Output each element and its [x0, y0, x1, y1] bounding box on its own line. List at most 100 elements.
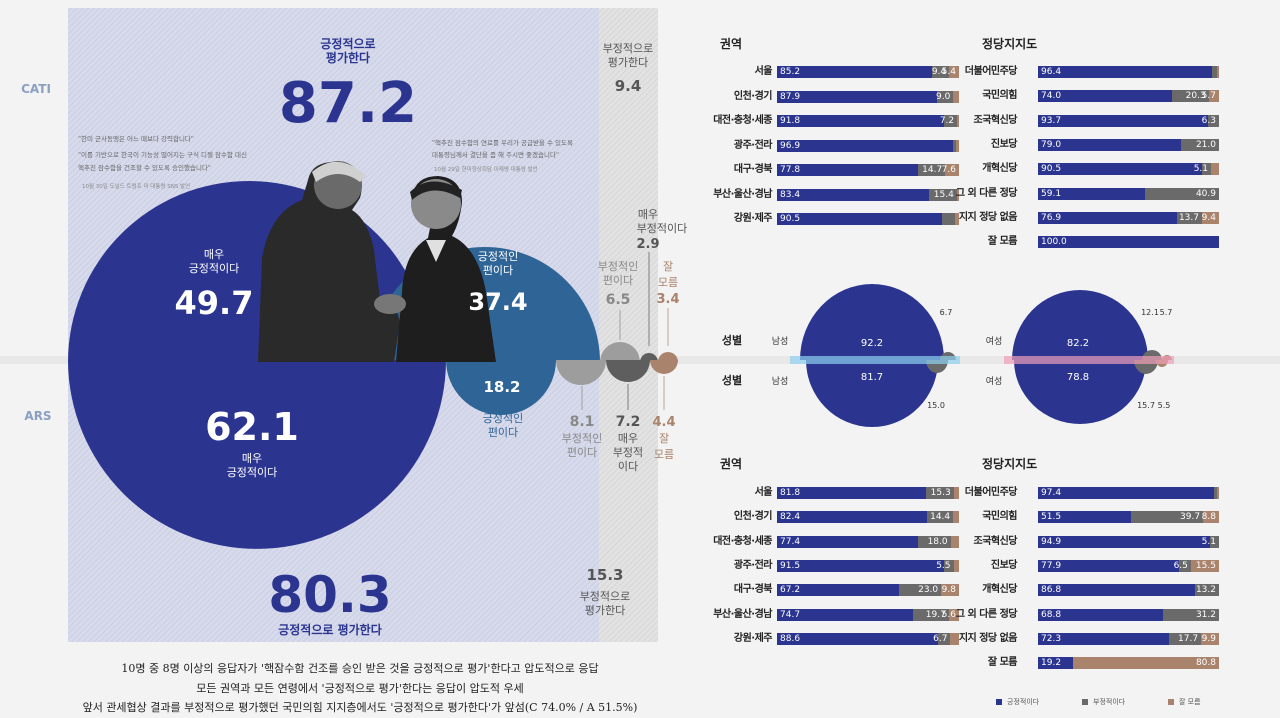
bar-value-label: 76.9: [1041, 212, 1062, 223]
ars-neg-title-1: 부정적으로: [580, 590, 631, 603]
bar-category-label: 강원·제주: [733, 213, 773, 224]
bar-value-label: 96.4: [1041, 67, 1062, 77]
bar-category-label: 그 외 다른 정당: [955, 608, 1018, 620]
bar-segment-negative: 21.0: [1180, 138, 1219, 151]
bar-value-label: 39.7: [1180, 512, 1201, 523]
bar-segment-negative: 31.2: [1162, 608, 1219, 621]
stacked-bar-row: 77.4 18.0: [777, 535, 959, 548]
legend-negative: 부정적이다: [1082, 697, 1125, 707]
legend-positive-label: 긍정적이다: [1007, 698, 1040, 706]
bar-segment-dont-know: [953, 487, 959, 499]
cati-label: CATI: [21, 82, 51, 96]
ars-c3-value: 8.1: [570, 414, 595, 430]
bar-segment-positive: 86.8: [1038, 584, 1196, 597]
bar-category-label: 잘 모름: [987, 657, 1018, 669]
bar-value-label: 81.8: [780, 488, 801, 498]
bar-segment-negative: [1214, 487, 1218, 499]
ars-c1-l2: 긍정적이다: [227, 466, 278, 479]
bar-segment-negative: 7.2: [940, 115, 958, 127]
male-ars-neg-value: 15.0: [927, 401, 945, 410]
bar-segment-dont-know: 7.6: [942, 164, 959, 176]
female-ars-neg1-value: 15.7: [1137, 401, 1155, 410]
bar-category-label: 서울: [754, 66, 773, 77]
quote-left-source: 10월 30일 도널드 트럼프 미 대통령 SNS 발언: [82, 182, 190, 190]
bar-segment-negative: 5.1: [1202, 535, 1219, 548]
stacked-bar-row: 91.5 5.5: [777, 559, 959, 572]
quote-right-source: 10월 29일 한미정상회담 이재명 대통령 발언: [434, 165, 538, 173]
bar-value-label: 87.9: [780, 91, 801, 102]
bar-category-label: 개혁신당: [982, 163, 1017, 175]
bar-value-label: 9.0: [936, 91, 951, 102]
bar-category-label: 서울: [754, 487, 773, 498]
cati-pos-title-2: 평가한다: [326, 50, 370, 65]
stacked-bar-row: 81.8 15.3: [777, 487, 959, 499]
female-ars-neg2-value: 5.5: [1158, 401, 1171, 410]
bar-segment-dont-know: 5.4: [942, 66, 959, 78]
stacked-bar-row: 19.2 80.8: [1038, 657, 1219, 670]
bar-value-label: 90.5: [780, 214, 801, 224]
cati-c3-l1: 부정적인: [598, 260, 638, 273]
bar-category-label: 진보당: [990, 559, 1018, 571]
stacked-bar-row: 93.7 6.3: [1038, 114, 1219, 127]
bar-value-label: 5.1: [1193, 164, 1209, 175]
bar-value-label: 96.9: [780, 140, 801, 151]
bar-category-label: 대전·충청·세종: [713, 115, 772, 126]
bar-value-label: 91.8: [780, 116, 801, 126]
bar-value-label: 31.2: [1195, 609, 1216, 620]
bar-value-label: 14.7: [922, 165, 943, 175]
stacked-bar-row: 67.2 23.0 9.8: [777, 584, 959, 597]
bar-segment-negative: 40.9: [1144, 187, 1219, 200]
cati-c2-l2: 편이다: [483, 264, 513, 277]
bar-value-label: 90.5: [1041, 164, 1062, 175]
bar-value-label: 15.4: [933, 189, 954, 200]
bar-value-label: 8.8: [1201, 512, 1216, 523]
bar-segment-negative: 23.0: [899, 584, 942, 597]
negative-panel: [599, 8, 658, 642]
stacked-bar-row: 83.4 15.4: [777, 188, 959, 201]
bar-value-label: 9.4: [1201, 212, 1216, 223]
stacked-bar-row: 100.0: [1038, 236, 1219, 249]
cati-c4-value: 2.9: [636, 237, 659, 252]
bar-segment-negative: 20.3: [1171, 90, 1209, 103]
bar-value-label: 67.2: [780, 585, 801, 596]
bar-segment-positive: 67.2: [777, 584, 900, 597]
cati-very-negative-circle: [640, 353, 658, 362]
bar-segment-negative: 18.0: [917, 535, 951, 548]
bar-segment-positive: 100.0: [1038, 236, 1219, 249]
bar-segment-negative: [1212, 66, 1218, 78]
bar-category-label: 인천·경기: [733, 511, 773, 523]
cati-c1-value: 49.7: [175, 284, 254, 322]
bar-segment-positive: 81.8: [777, 487, 926, 499]
ars-c5-value: 4.4: [652, 415, 675, 430]
bar-value-label: 5.6: [941, 609, 956, 620]
bar-segment-negative: 6.7: [933, 632, 951, 645]
ars-region-title: 권역: [720, 457, 743, 471]
female-ars-pos-circle: [1014, 360, 1146, 424]
bar-segment-positive: 77.8: [777, 164, 919, 176]
stacked-bar-row: 94.9 5.1: [1038, 535, 1219, 548]
bar-segment-dont-know: [955, 213, 959, 225]
bar-category-label: 지지 정당 없음: [958, 211, 1018, 223]
male-label-cati: 남성: [772, 336, 789, 347]
bar-value-label: 94.9: [1041, 536, 1062, 547]
bar-segment-dont-know: [956, 188, 959, 201]
bar-category-label: 더불어민주당: [964, 66, 1018, 77]
bar-value-label: 6.3: [1201, 115, 1216, 126]
bar-segment-positive: 82.4: [777, 511, 927, 524]
ars-c3-l1: 부정적인: [562, 432, 602, 445]
bar-segment-positive: 88.6: [777, 632, 939, 645]
bar-segment-negative: 15.4: [928, 188, 957, 201]
bar-value-label: 15.3: [930, 488, 951, 498]
bar-segment-positive: 59.1: [1038, 187, 1145, 200]
cati-c3-l2: 편이다: [603, 274, 633, 287]
bar-segment-dont-know: [950, 535, 959, 548]
stacked-bar-row: 97.4: [1038, 487, 1219, 499]
male-cati-pos-circle: [800, 284, 944, 360]
ars-c4-l1: 매우: [618, 432, 638, 445]
bar-value-label: 15.5: [1195, 560, 1216, 571]
bar-value-label: 80.8: [1195, 658, 1216, 669]
quote-right-2: 대통령님께서 결단을 좀 해 주시면 좋겠습니다": [432, 150, 559, 159]
bar-value-label: 77.9: [1041, 560, 1062, 571]
stacked-bar-row: 74.0 20.3 5.7: [1038, 90, 1219, 103]
